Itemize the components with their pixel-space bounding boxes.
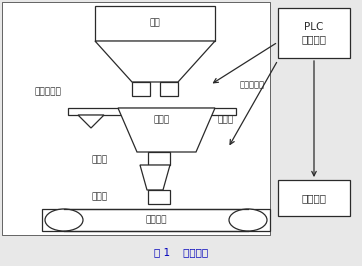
Polygon shape [95, 41, 215, 82]
Text: 微调进料阀: 微调进料阀 [34, 88, 62, 97]
Bar [132, 82, 150, 96]
Text: 图 1    系统原理: 图 1 系统原理 [154, 247, 208, 257]
Bar [148, 190, 170, 204]
Text: 称料斗: 称料斗 [154, 115, 170, 124]
Bar [68, 108, 236, 115]
Bar [160, 82, 178, 96]
Bar [148, 152, 170, 165]
Bar [278, 8, 350, 58]
Text: PLC
控制系统: PLC 控制系统 [302, 22, 327, 44]
Text: 传感器: 传感器 [218, 115, 234, 124]
Bar [2, 2, 270, 235]
Ellipse shape [229, 209, 267, 231]
Polygon shape [118, 108, 215, 152]
Polygon shape [140, 165, 170, 190]
Text: 包装袋: 包装袋 [92, 193, 108, 202]
Text: 传输系统: 传输系统 [145, 215, 167, 225]
Bar [42, 209, 270, 231]
Bar [278, 180, 350, 216]
Bar [95, 6, 215, 41]
Polygon shape [78, 115, 104, 128]
Text: 排料阀: 排料阀 [92, 156, 108, 164]
Text: 料斗: 料斗 [150, 19, 160, 27]
Text: 封口系统: 封口系统 [302, 193, 327, 203]
Text: 快速进料阀: 快速进料阀 [240, 81, 265, 89]
Ellipse shape [45, 209, 83, 231]
